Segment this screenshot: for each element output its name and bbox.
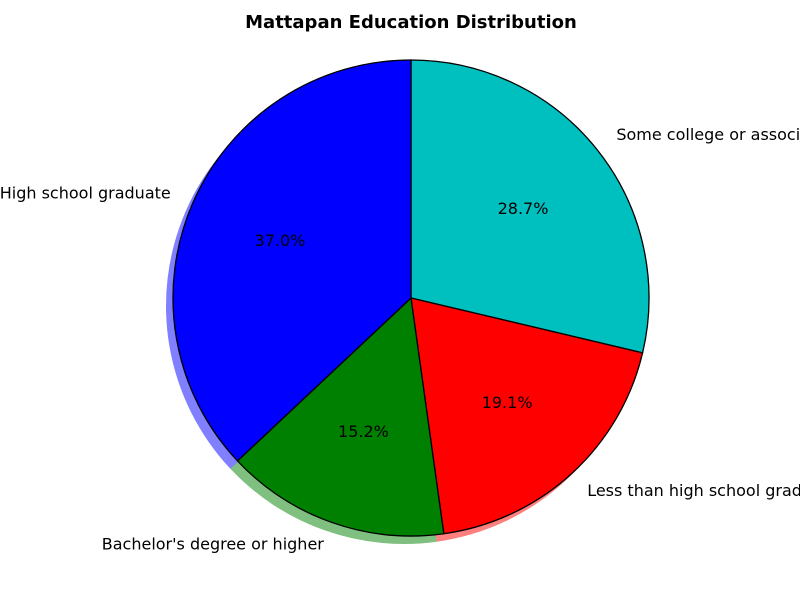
pie-slice-bachelor-s-degree-or-higher bbox=[236, 297, 445, 537]
slice-pct-less-than-high-school-graduate: 19.1% bbox=[482, 393, 533, 412]
pie-labels: Some college or associate's degree 28.7% L… bbox=[0, 125, 800, 553]
pie-slice-high-school-graduate bbox=[172, 59, 412, 462]
slice-label-bachelor-s-degree-or-higher: Bachelor's degree or higher bbox=[102, 534, 325, 553]
chart-title: Mattapan Education Distribution bbox=[245, 12, 577, 33]
slice-label-high-school-graduate: High school graduate bbox=[0, 184, 171, 203]
pie-slice-less-than-high-school-graduate bbox=[410, 297, 644, 535]
slice-pct-bachelor-s-degree-or-higher: 15.2% bbox=[338, 422, 389, 441]
slice-pct-some-college-or-associate-s-degree: 28.7% bbox=[498, 199, 549, 218]
pie-slices bbox=[172, 59, 650, 537]
pie-slice-some-college-or-associate-s-degree bbox=[410, 59, 650, 354]
slice-label-some-college-or-associate-s-degree: Some college or associate's degree bbox=[616, 125, 800, 144]
slice-label-less-than-high-school-graduate: Less than high school graduate bbox=[587, 481, 800, 500]
slice-pct-high-school-graduate: 37.0% bbox=[255, 231, 306, 250]
